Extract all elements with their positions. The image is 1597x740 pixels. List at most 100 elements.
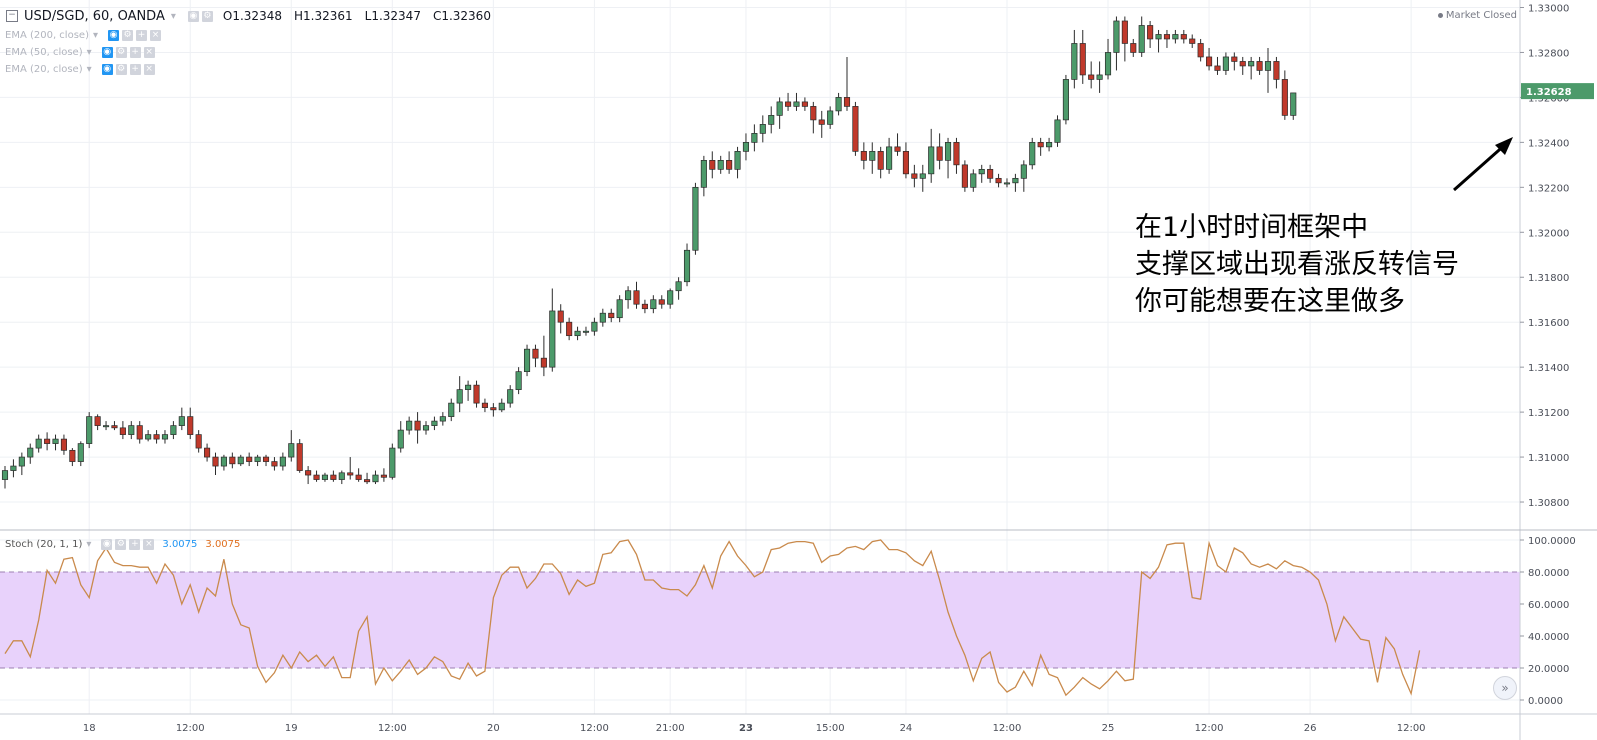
close-icon[interactable]: × — [143, 63, 155, 75]
eye-icon[interactable]: ◉ — [101, 46, 113, 58]
annotation-line-3: 你可能想要在这里做多 — [1135, 286, 1405, 317]
candle — [1231, 52, 1238, 71]
add-icon[interactable]: + — [129, 63, 141, 75]
settings-icon[interactable]: ⚙ — [122, 29, 134, 41]
chevron-down-icon[interactable]: ▾ — [86, 63, 92, 75]
chevron-down-icon[interactable]: ▾ — [170, 10, 176, 22]
add-icon[interactable]: + — [129, 46, 141, 58]
candle — [481, 398, 488, 413]
candle — [549, 288, 556, 372]
eye-icon[interactable]: ◉ — [108, 29, 120, 41]
candle — [1206, 47, 1213, 71]
price-tick-label: 1.33000 — [1528, 3, 1569, 14]
candle-body — [389, 447, 396, 478]
candle — [313, 470, 320, 482]
time-tick-label: 25 — [1102, 723, 1115, 734]
settings-icon[interactable]: ⚙ — [115, 46, 127, 58]
price-axis-bg — [1520, 0, 1597, 740]
eye-icon[interactable]: ◉ — [101, 63, 113, 75]
candle — [801, 97, 808, 111]
arrow-shaft — [1453, 141, 1508, 192]
indicator-label[interactable]: EMA (50, close) — [5, 46, 83, 58]
candle — [204, 443, 211, 462]
candle — [498, 398, 505, 413]
candle-body — [953, 142, 960, 166]
indicator-label[interactable]: EMA (20, close) — [5, 63, 83, 75]
candle — [1189, 34, 1196, 48]
add-icon[interactable]: + — [136, 29, 148, 41]
close-icon[interactable]: × — [150, 29, 162, 41]
candle-body — [860, 151, 867, 161]
settings-icon[interactable]: ⚙ — [115, 63, 127, 75]
candle — [347, 457, 354, 480]
candle-body — [1189, 38, 1196, 44]
candle-body — [961, 164, 968, 188]
indicator-row-0[interactable]: EMA (200, close) ▾ ◉ ⚙ + × — [5, 28, 162, 42]
candle — [414, 412, 421, 444]
candle-body — [128, 425, 135, 435]
status-dot-icon — [1437, 12, 1443, 18]
price-tick-label: 1.32200 — [1528, 183, 1569, 194]
time-tick-label: 24 — [900, 723, 913, 734]
candle-body — [751, 133, 758, 143]
candle-body — [515, 371, 522, 390]
candle — [364, 472, 371, 485]
candle-body — [279, 456, 286, 467]
collapse-icon[interactable]: − — [6, 10, 18, 22]
candle — [650, 295, 657, 314]
indicator-label[interactable]: EMA (200, close) — [5, 29, 89, 41]
candle — [827, 106, 834, 129]
symbol-label[interactable]: USD/SGD, 60, OANDA — [24, 8, 165, 24]
candle-body — [1, 470, 9, 480]
chevron-down-icon[interactable]: ▾ — [86, 46, 92, 58]
stoch-label[interactable]: Stoch (20, 1, 1) — [5, 538, 83, 550]
stoch-header[interactable]: Stoch (20, 1, 1) ▾ ◉ ⚙ + × 3.0075 3.0075 — [5, 537, 240, 551]
indicator-row-1[interactable]: EMA (50, close) ▾ ◉ ⚙ + × — [5, 45, 155, 59]
candle-body — [170, 425, 177, 435]
low-value: L1.32347 — [364, 9, 421, 23]
candle-series[interactable] — [1, 16, 1297, 489]
candle-body — [818, 119, 825, 125]
candle — [145, 430, 152, 442]
chevron-down-icon[interactable]: ▾ — [86, 538, 92, 550]
eye-icon[interactable]: ◉ — [101, 538, 113, 550]
candle-body — [919, 173, 926, 179]
candle-body — [936, 146, 943, 161]
candle-body — [843, 97, 851, 107]
candle-body — [1231, 56, 1238, 62]
candle-body — [785, 101, 792, 107]
candle — [641, 299, 648, 314]
candle-body — [145, 434, 152, 440]
candle-body — [742, 142, 750, 152]
candle — [448, 398, 455, 422]
scroll-to-realtime-button[interactable]: » — [1493, 676, 1517, 700]
candle — [1138, 16, 1145, 57]
eye-icon[interactable]: ◉ — [187, 10, 199, 22]
candle — [69, 448, 76, 467]
indicator-row-2[interactable]: EMA (20, close) ▾ ◉ ⚙ + × — [5, 62, 155, 76]
chevron-down-icon[interactable]: ▾ — [92, 29, 99, 41]
candle-body — [608, 312, 615, 319]
candle-body — [793, 101, 800, 107]
stoch-series[interactable] — [4, 539, 1421, 697]
candle — [599, 308, 606, 327]
candle — [557, 304, 564, 334]
candle — [852, 101, 859, 156]
settings-icon[interactable]: ⚙ — [201, 10, 213, 22]
candle — [785, 92, 792, 111]
close-icon[interactable]: × — [143, 538, 155, 550]
candle-body — [1029, 142, 1036, 166]
candle — [978, 164, 985, 183]
candle-body — [599, 312, 606, 323]
candle-body — [532, 348, 539, 359]
candle — [262, 454, 270, 467]
candle-body — [1214, 65, 1221, 71]
candle-body — [178, 416, 185, 426]
settings-icon[interactable]: ⚙ — [115, 538, 127, 550]
open-value: O1.32348 — [222, 9, 282, 23]
candle-body — [44, 438, 51, 444]
add-icon[interactable]: + — [129, 538, 141, 550]
price-tick-label: 1.31200 — [1528, 408, 1569, 419]
close-icon[interactable]: × — [143, 46, 155, 58]
